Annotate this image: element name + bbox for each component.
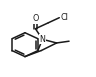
Text: N: N [40, 35, 45, 44]
Text: Cl: Cl [60, 13, 68, 22]
Text: O: O [32, 14, 39, 23]
